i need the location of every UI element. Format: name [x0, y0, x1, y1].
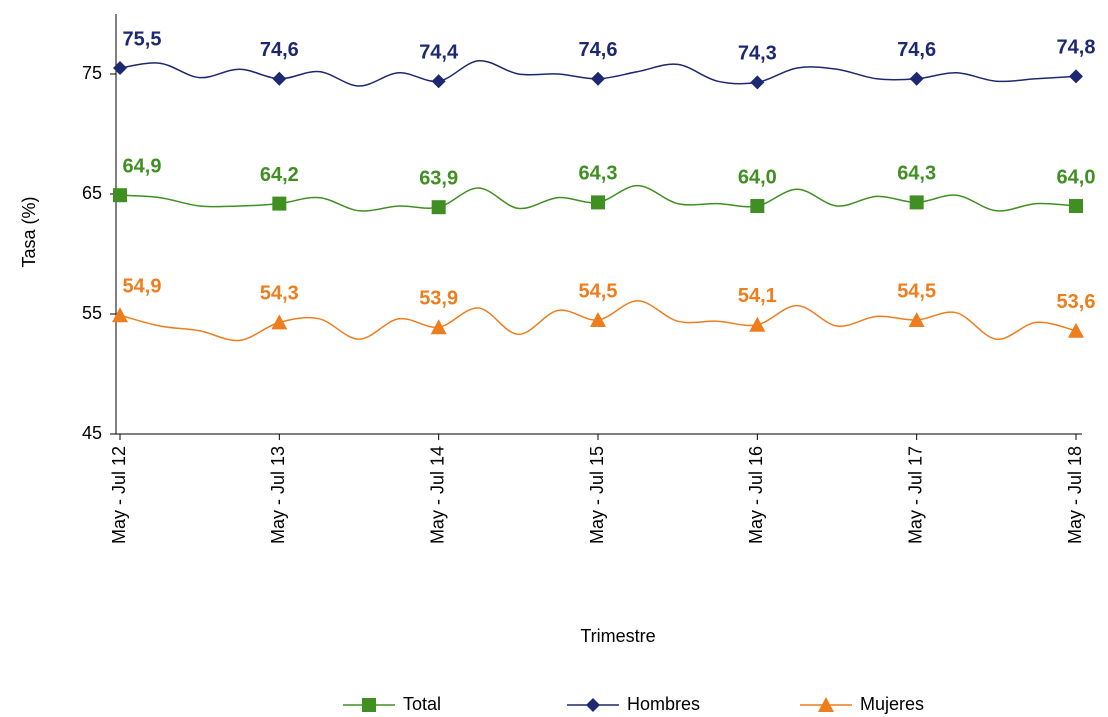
y-tick-label: 55: [82, 303, 102, 323]
value-label: 54,9: [123, 275, 162, 297]
marker: [113, 61, 127, 75]
marker: [113, 188, 127, 203]
value-label: 54,3: [260, 283, 299, 305]
value-label: 74,8: [1057, 37, 1096, 59]
value-label: 74,6: [897, 39, 936, 61]
marker: [272, 196, 287, 211]
x-tick-label: May - Jul 16: [746, 446, 766, 544]
y-tick-label: 45: [82, 423, 102, 443]
value-label: 74,6: [579, 39, 618, 61]
x-axis-title: Trimestre: [580, 626, 655, 646]
x-tick-label: May - Jul 14: [427, 446, 447, 544]
marker: [590, 312, 606, 327]
x-tick-label: May - Jul 12: [109, 446, 129, 544]
value-label: 64,2: [260, 164, 299, 186]
marker: [431, 74, 446, 89]
value-label: 53,6: [1057, 291, 1096, 313]
marker: [362, 698, 376, 712]
value-label: 53,9: [419, 287, 458, 309]
marker: [272, 71, 287, 86]
value-label: 74,6: [260, 39, 299, 61]
x-tick-label: May - Jul 13: [268, 446, 288, 544]
marker: [271, 314, 288, 330]
marker: [909, 71, 924, 86]
marker: [591, 195, 605, 210]
value-label: 74,4: [419, 41, 459, 63]
value-label: 64,0: [738, 166, 777, 188]
legend-label: Hombres: [627, 694, 700, 714]
y-axis-title: Tasa (%): [19, 196, 39, 267]
value-label: 54,5: [897, 280, 936, 302]
marker: [431, 200, 446, 215]
value-label: 54,5: [579, 280, 618, 302]
value-label: 64,9: [123, 155, 162, 177]
value-label: 75,5: [123, 28, 162, 50]
value-label: 64,0: [1057, 166, 1096, 188]
marker: [591, 71, 605, 86]
marker: [586, 698, 600, 712]
marker: [1068, 322, 1084, 338]
value-label: 74,3: [738, 43, 777, 65]
marker: [112, 307, 128, 323]
value-label: 64,3: [897, 163, 936, 185]
marker: [1069, 199, 1083, 213]
y-tick-label: 65: [82, 183, 102, 203]
legend-label: Total: [403, 694, 441, 714]
x-tick-label: May - Jul 15: [587, 446, 607, 544]
marker: [749, 316, 766, 332]
marker: [430, 319, 447, 335]
x-tick-label: May - Jul 17: [905, 446, 925, 544]
legend-label: Mujeres: [860, 694, 924, 714]
value-label: 54,1: [738, 285, 777, 307]
marker: [750, 199, 765, 213]
marker: [818, 697, 834, 712]
x-tick-label: May - Jul 18: [1065, 446, 1085, 544]
y-tick-label: 75: [82, 63, 102, 83]
marker: [909, 195, 924, 210]
value-label: 64,3: [579, 163, 618, 185]
value-label: 63,9: [419, 167, 458, 189]
marker: [908, 312, 925, 327]
marker: [1069, 69, 1083, 84]
marker: [750, 75, 765, 90]
